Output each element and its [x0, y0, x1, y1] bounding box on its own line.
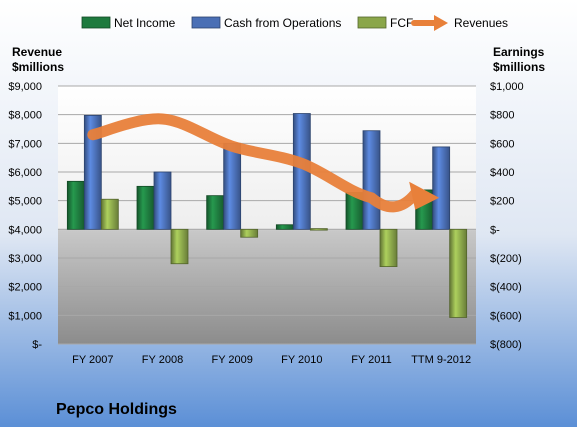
left-tick-label: $3,000 [8, 253, 42, 265]
bar-cash-from-operations-0 [83, 114, 102, 230]
bars-layer [66, 113, 468, 318]
left-tick-label: $1,000 [8, 310, 42, 322]
bar-net-income-2 [206, 195, 225, 230]
left-axis-title-line2: $millions [12, 60, 64, 74]
right-axis-title-line2: $millions [493, 60, 545, 74]
bar-cash-from-operations-1 [153, 171, 172, 230]
right-tick-label: $(800) [490, 339, 522, 351]
bar-fcf-5 [449, 228, 468, 318]
legend-swatch-net-income [81, 16, 111, 29]
legend: Net Income Cash from Operations FCF Revenue… [81, 15, 508, 31]
bar-fcf-4 [379, 228, 398, 267]
bar-fcf-3 [309, 228, 328, 231]
revenue-line-layer [87, 113, 440, 213]
legend-label: Cash from Operations [224, 16, 341, 30]
revenue-arrowhead [409, 181, 440, 210]
chart-title: Pepco Holdings [56, 401, 177, 418]
bar-net-income-1 [136, 185, 155, 230]
bar-cash-from-operations-4 [362, 130, 381, 230]
bar-net-income-3 [275, 224, 294, 230]
right-tick-label: $(200) [490, 253, 522, 265]
left-tick-label: $6,000 [8, 167, 42, 179]
x-tick-label: FY 2011 [351, 354, 392, 366]
grid-layer [58, 85, 476, 345]
bar-fcf-1 [170, 228, 189, 265]
legend-label: FCF [390, 16, 413, 30]
right-axis-title-line1: Earnings [493, 45, 545, 59]
left-tick-label: $7,000 [8, 138, 42, 150]
revenue-line [87, 113, 421, 213]
left-tick-label: $8,000 [8, 110, 42, 122]
x-tick-label: FY 2007 [72, 354, 113, 366]
legend-swatch-fcf [357, 16, 387, 29]
legend-label: Revenues [454, 16, 508, 30]
bar-fcf-0 [100, 198, 119, 230]
bar-cash-from-operations-5 [432, 146, 451, 230]
left-tick-label: $4,000 [8, 224, 42, 236]
right-tick-label: $200 [490, 196, 514, 208]
x-tick-label: TTM 9-2012 [411, 354, 471, 366]
x-tick-label: FY 2010 [281, 354, 322, 366]
legend-swatch-cash-from-operations [191, 16, 221, 29]
right-tick-label: $(600) [490, 310, 522, 322]
left-tick-label: $2,000 [8, 282, 42, 294]
axis-layer: $- $1,000 $2,000 $3,000 $4,000 $5,000 $6,000 $7… [8, 81, 523, 366]
right-tick-label: $(400) [490, 282, 522, 294]
right-tick-label: $600 [490, 138, 514, 150]
x-tick-label: FY 2008 [142, 354, 183, 366]
left-tick-label: $- [32, 339, 42, 351]
right-tick-label: $- [490, 224, 500, 236]
left-tick-label: $9,000 [8, 81, 42, 93]
left-tick-label: $5,000 [8, 196, 42, 208]
bar-net-income-0 [66, 180, 85, 230]
right-tick-label: $1,000 [490, 81, 524, 93]
right-tick-label: $400 [490, 167, 514, 179]
bar-fcf-2 [240, 228, 259, 238]
legend-label: Net Income [114, 16, 176, 30]
bar-cash-from-operations-2 [223, 142, 242, 230]
right-tick-label: $800 [490, 110, 514, 122]
legend-arrowhead-revenues [434, 15, 448, 31]
left-axis-title-line1: Revenue [12, 45, 62, 59]
x-tick-label: FY 2009 [211, 354, 252, 366]
